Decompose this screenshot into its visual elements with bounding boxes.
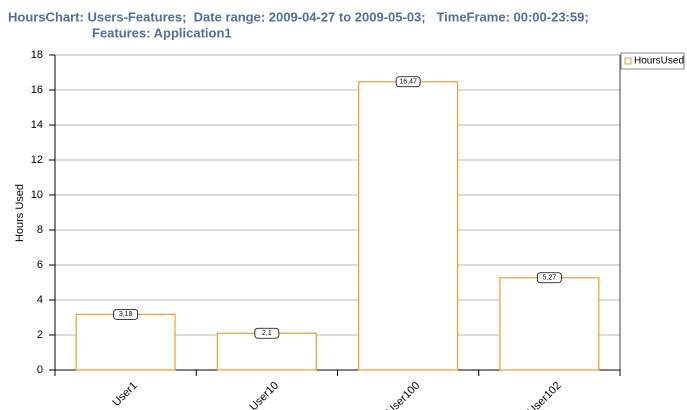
- legend-box: [620, 52, 685, 70]
- value-label-box: [254, 327, 280, 339]
- value-label-box: [113, 308, 139, 320]
- bar: [75, 313, 176, 371]
- chart-subtitle: Features: Application1: [92, 25, 232, 40]
- y-tick-label: 8: [37, 224, 43, 236]
- bar: [216, 332, 317, 371]
- value-label-box: [395, 76, 421, 88]
- y-tick-label: 18: [31, 49, 43, 61]
- y-tick-label: 12: [31, 154, 43, 166]
- y-tick-label: 16: [31, 84, 43, 96]
- y-tick-label: 0: [37, 364, 43, 376]
- legend-swatch: [624, 57, 632, 65]
- x-tick-label: User100: [384, 380, 422, 410]
- value-label: 3,18: [119, 311, 133, 318]
- value-label-box: [536, 272, 562, 284]
- y-tick-label: 10: [31, 189, 43, 201]
- y-axis-label: Hours Used: [14, 184, 26, 242]
- y-tick-label: 14: [31, 119, 43, 131]
- bar: [358, 81, 459, 371]
- x-tick-label: User102: [526, 380, 564, 410]
- y-tick-label: 6: [37, 259, 43, 271]
- legend-label: HoursUsed: [634, 56, 684, 67]
- chart-title: HoursChart: Users-Features; Date range: …: [8, 9, 589, 24]
- value-label: 5,27: [543, 275, 557, 282]
- x-tick-label: User10: [247, 380, 281, 410]
- y-tick-label: 2: [37, 329, 43, 341]
- value-label: 2,1: [262, 330, 272, 337]
- x-tick-label: User1: [111, 380, 140, 409]
- bar: [499, 277, 600, 371]
- y-tick-label: 4: [37, 294, 43, 306]
- value-label: 16,47: [399, 79, 417, 86]
